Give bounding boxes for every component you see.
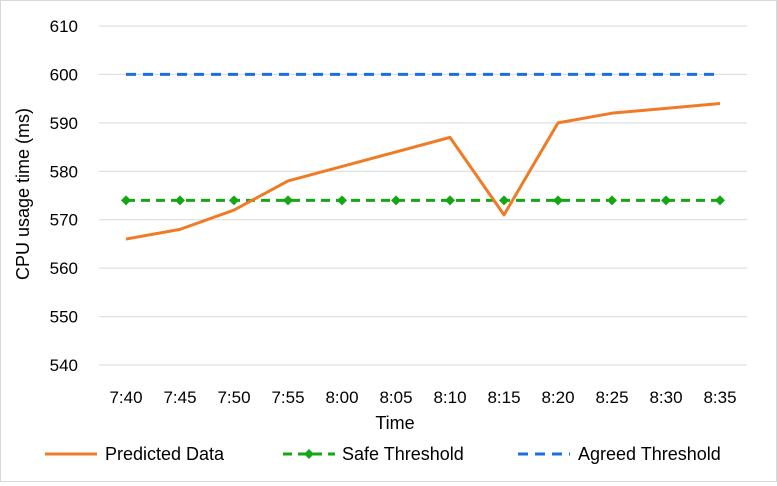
y-tick-label: 600 bbox=[50, 65, 78, 84]
gridlines bbox=[99, 25, 747, 366]
y-tick-label: 610 bbox=[50, 17, 78, 36]
x-tick-label: 7:50 bbox=[217, 388, 250, 407]
y-tick-label: 550 bbox=[50, 308, 78, 327]
y-tick-label: 560 bbox=[50, 259, 78, 278]
series-layer bbox=[121, 72, 725, 241]
y-axis-tick-labels: 540 550 560 570 580 590 600 610 bbox=[50, 17, 78, 375]
x-axis-title: Time bbox=[375, 413, 414, 433]
data-point-marker bbox=[607, 195, 617, 206]
x-axis-tick-labels: 7:40 7:45 7:50 7:55 8:00 8:05 8:10 8:15 8:20 8:25… bbox=[109, 388, 736, 407]
x-tick-label: 7:55 bbox=[271, 388, 304, 407]
legend-item: Safe Threshold bbox=[283, 444, 464, 464]
data-point-marker bbox=[661, 195, 671, 206]
x-tick-label: 8:15 bbox=[487, 388, 520, 407]
legend-label: Predicted Data bbox=[105, 444, 225, 464]
data-point-marker bbox=[121, 195, 131, 206]
legend-item: Predicted Data bbox=[45, 444, 225, 464]
legend-item: Agreed Threshold bbox=[518, 444, 721, 464]
data-point-marker bbox=[553, 195, 563, 206]
y-tick-label: 590 bbox=[50, 114, 78, 133]
x-tick-label: 8:00 bbox=[325, 388, 358, 407]
x-tick-label: 8:20 bbox=[541, 388, 574, 407]
legend-label: Safe Threshold bbox=[342, 444, 464, 464]
data-point-marker bbox=[229, 195, 239, 206]
x-tick-label: 8:35 bbox=[703, 388, 736, 407]
y-tick-label: 570 bbox=[50, 211, 78, 230]
x-tick-label: 7:45 bbox=[163, 388, 196, 407]
data-point-marker bbox=[283, 195, 293, 206]
y-tick-label: 580 bbox=[50, 162, 78, 181]
x-tick-label: 8:05 bbox=[379, 388, 412, 407]
x-tick-label: 8:30 bbox=[649, 388, 682, 407]
data-point-marker bbox=[337, 195, 347, 206]
x-tick-label: 8:25 bbox=[595, 388, 628, 407]
x-tick-label: 7:40 bbox=[109, 388, 142, 407]
y-axis-title: CPU usage time (ms) bbox=[13, 108, 33, 280]
legend: Predicted Data Safe Threshold Agreed Thres… bbox=[45, 444, 721, 464]
series-line bbox=[125, 101, 721, 241]
legend-label: Agreed Threshold bbox=[578, 444, 721, 464]
legend-marker bbox=[304, 449, 314, 459]
data-point-marker bbox=[445, 195, 455, 206]
y-tick-label: 540 bbox=[50, 356, 78, 375]
x-tick-label: 8:10 bbox=[433, 388, 466, 407]
series-predicted-data bbox=[125, 101, 721, 241]
data-point-marker bbox=[499, 195, 509, 206]
series-safe-threshold bbox=[121, 195, 725, 206]
data-point-marker bbox=[391, 195, 401, 206]
data-point-marker bbox=[175, 195, 185, 206]
data-point-marker bbox=[715, 195, 725, 206]
